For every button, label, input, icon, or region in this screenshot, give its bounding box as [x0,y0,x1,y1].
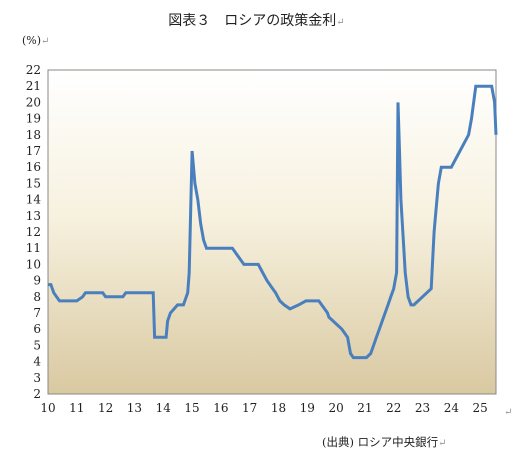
y-tick-label: 3 [33,371,41,385]
x-tick-label: 21 [357,401,372,415]
x-tick-label: 25 [473,401,488,415]
x-tick-label: 14 [156,401,172,415]
y-tick-label: 22 [26,63,41,77]
y-axis-unit-label: (%)↵ [22,34,50,47]
y-tick-label: 10 [26,257,41,271]
y-tick-label: 9 [33,274,41,288]
policy-rate-line [48,84,498,360]
x-tick-label: 23 [415,401,430,415]
x-tick-label: 19 [300,401,315,415]
return-mark: ↵ [504,407,513,418]
x-tick-label: 17 [242,401,257,415]
x-tick-label: 12 [98,401,113,415]
x-tick-label: 13 [127,401,142,415]
x-tick-label: 24 [444,401,460,415]
y-tick-label: 18 [26,128,41,142]
y-tick-label: 12 [26,225,41,239]
y-tick-label: 14 [26,193,42,207]
plot-area [47,69,497,395]
chart-title: 図表３ ロシアの政策金利↵ [168,13,345,29]
x-tick-label: 15 [184,401,199,415]
y-tick-label: 17 [26,144,41,158]
y-tick-label: 5 [33,338,41,352]
y-tick-label: 7 [33,306,41,320]
x-tick-label: 11 [69,401,84,415]
source-note: (出典) ロシア中央銀行↵ [322,435,447,449]
y-tick-label: 6 [33,322,41,336]
y-tick-label: 15 [26,176,41,190]
y-tick-label: 13 [26,209,41,223]
y-tick-label: 11 [26,241,41,255]
x-tick-label: 10 [40,401,55,415]
x-tick-label: 18 [271,401,286,415]
x-tick-label: 22 [386,401,401,415]
y-tick-label: 8 [33,290,41,304]
y-tick-label: 20 [26,95,41,109]
y-tick-label: 16 [26,160,41,174]
y-tick-label: 19 [26,112,41,126]
x-tick-label: 16 [213,401,228,415]
x-tick-label: 20 [328,401,343,415]
y-tick-label: 2 [33,387,41,401]
y-tick-label: 4 [33,355,41,369]
y-tick-label: 21 [26,79,41,93]
